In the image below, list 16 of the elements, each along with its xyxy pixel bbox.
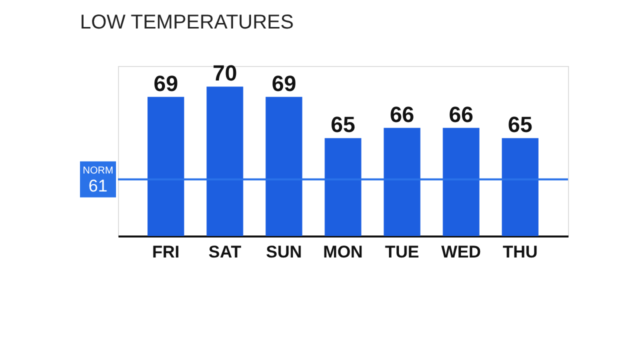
- data-label: 70: [212, 60, 238, 86]
- x-tick-label: WED: [441, 242, 481, 262]
- data-label: 66: [448, 102, 474, 127]
- x-tick-label: TUE: [385, 242, 420, 262]
- data-label: 66: [390, 102, 414, 127]
- data-label: 69: [154, 70, 178, 96]
- data-label: 65: [330, 112, 356, 138]
- x-tick-label: FRI: [152, 242, 180, 262]
- x-tick-label: SAT: [208, 242, 242, 262]
- x-tick-label: SUN: [266, 242, 302, 262]
- data-label: 65: [508, 112, 532, 138]
- chart-title: LOW TEMPERATURES: [80, 12, 294, 34]
- data-label: 69: [272, 70, 296, 96]
- x-tick-label: THU: [502, 242, 538, 262]
- x-tick-label: MON: [323, 242, 363, 262]
- ref-line-label: NORM 61: [82, 165, 114, 196]
